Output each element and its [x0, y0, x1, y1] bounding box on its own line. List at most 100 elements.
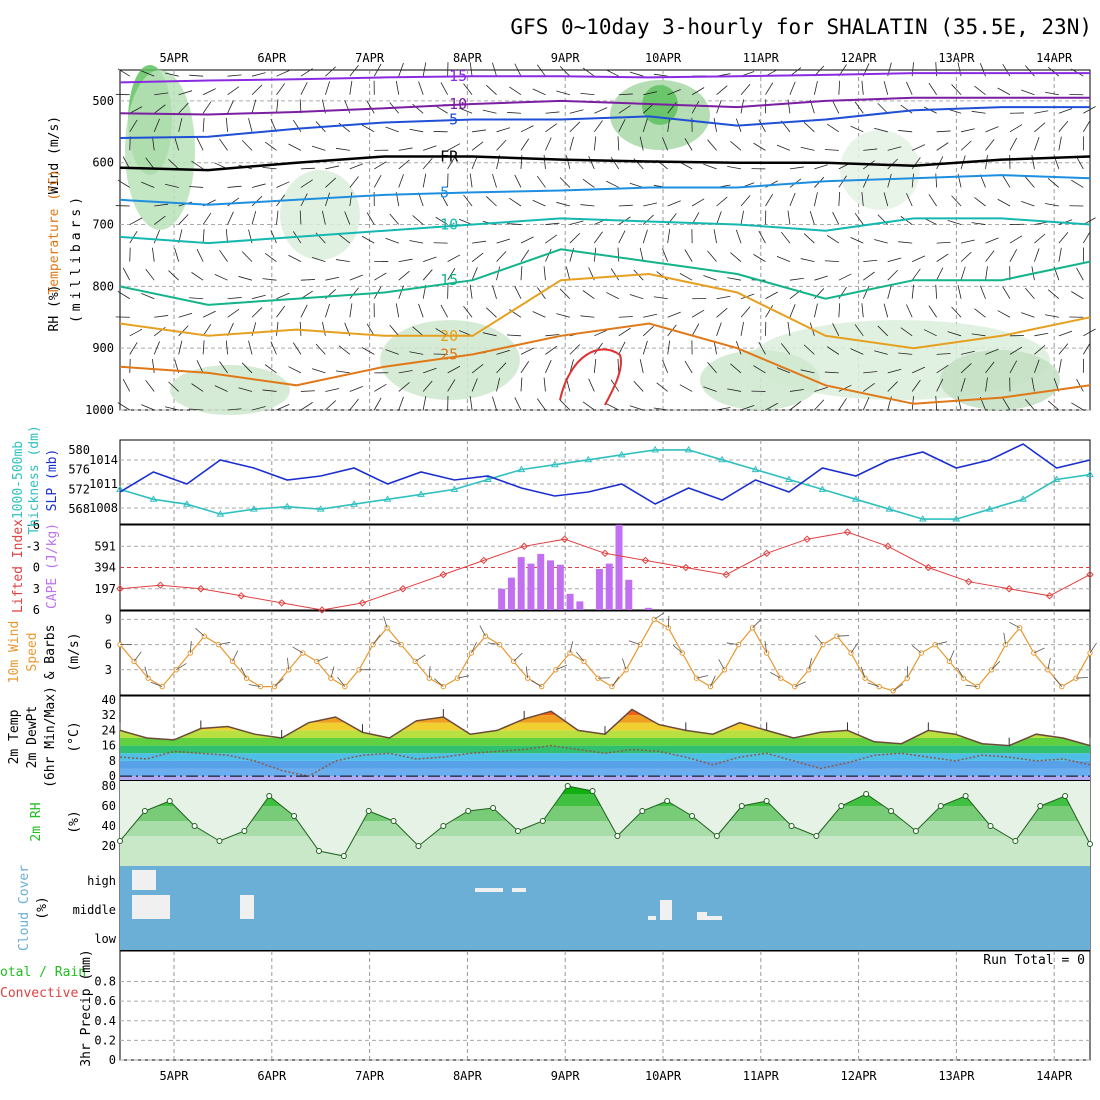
wind-barb [509, 197, 522, 207]
wind-barb [299, 321, 302, 336]
wind-barb [569, 109, 584, 114]
wind-barb [422, 158, 433, 170]
pressure-tick-label: 900 [92, 341, 114, 355]
cloud-gap [660, 900, 672, 920]
wind-barb [629, 405, 644, 411]
wind-barb [923, 329, 937, 337]
wind-barb [912, 144, 926, 151]
bottom-date-label: 7APR [355, 1069, 385, 1083]
wind-barb [361, 235, 375, 244]
label-precip: 3hr Precip (mm) [79, 949, 94, 1066]
wind-barb [971, 110, 986, 114]
wind-barb [883, 303, 889, 318]
run-total: Run Total = 0 [983, 953, 1085, 968]
top-date-label: 12APR [841, 51, 878, 65]
top-date-label: 7APR [355, 51, 385, 65]
wind10m-line [119, 618, 1091, 692]
wind-barb [300, 179, 313, 188]
wind-barb [325, 388, 340, 392]
wind-barb [338, 122, 351, 133]
wind-barb [928, 82, 937, 95]
temp-tick-label: 32 [102, 708, 116, 722]
wind-barb [610, 268, 620, 281]
wind-barb [960, 128, 975, 133]
wind-barb [900, 104, 913, 114]
wind-barb [1002, 64, 1011, 77]
wind-barb [594, 329, 608, 337]
isotherm-line [119, 96, 1090, 116]
wind-barb [1045, 203, 1059, 207]
rh-point [589, 788, 596, 794]
wind-barb [288, 366, 302, 374]
wind-barb [202, 323, 212, 337]
wind-barb [164, 406, 179, 411]
precip-tick-label: 0 [109, 1053, 116, 1067]
wind-barb [618, 230, 626, 244]
li-tick-label: 0 [33, 561, 40, 575]
wind-barb [152, 358, 155, 373]
wind-barb [492, 62, 497, 77]
wind-barb [874, 350, 888, 355]
isotherm-line [119, 217, 1091, 245]
wind-barb [543, 377, 546, 392]
wind-barb [122, 267, 131, 281]
wind-barb [643, 313, 657, 318]
wind-barb [639, 247, 644, 262]
wind-barb [227, 297, 242, 300]
wind-barb [985, 237, 999, 244]
wind-barb [951, 195, 962, 207]
wind-barb [960, 251, 972, 262]
rh-point [888, 808, 895, 814]
rh-shade-blob [700, 350, 820, 410]
label-temp-unit: (°C) [67, 721, 82, 752]
cape-bar [595, 569, 603, 610]
rh-shade-blob [280, 170, 360, 260]
wind-barb [189, 74, 204, 77]
wind-barb [900, 327, 913, 337]
wind-barb [809, 211, 815, 225]
wind-barb [935, 173, 938, 188]
wind-barb [189, 297, 204, 300]
wind-barb [730, 363, 742, 374]
wind-barb [482, 332, 497, 337]
label-rh: RH (%) [47, 285, 62, 332]
wind-barb [486, 307, 497, 318]
thickness-line [119, 449, 1091, 520]
wind-barb [325, 400, 337, 411]
wind-barb [1045, 314, 1059, 318]
panel-frame-2 [119, 439, 1091, 525]
thickness-line-point [216, 510, 225, 517]
wind-barb [145, 380, 155, 392]
wind-barb [824, 371, 839, 374]
top-date-label: 5APR [160, 51, 190, 65]
temp-tick-label: 16 [102, 739, 116, 753]
panel-frame-8 [119, 950, 1091, 1061]
wind-barb [227, 408, 242, 411]
wind-barb [482, 109, 497, 114]
temp-band [120, 760, 1090, 769]
wind-barb [196, 248, 204, 262]
wind-barb [545, 345, 558, 355]
wind-barb [832, 211, 840, 225]
wind-barb [398, 285, 404, 299]
wind-barb [653, 407, 668, 411]
wind-barb [582, 178, 595, 188]
temp-band [120, 738, 1090, 746]
wind-barb [276, 321, 279, 336]
wind-barb [545, 360, 552, 374]
wind10m-barb [1075, 676, 1088, 679]
bottom-date-label: 12APR [841, 1069, 878, 1083]
wind-barb [141, 404, 155, 411]
wind-barb [202, 88, 216, 96]
wind-barb [740, 83, 751, 95]
wind-barb [315, 343, 326, 355]
wind-barb [335, 259, 350, 263]
wind-barb [985, 361, 995, 374]
wind-barb [936, 378, 944, 392]
li-point [197, 585, 205, 593]
wind10m-barb [383, 616, 388, 628]
wind-barb [838, 303, 841, 318]
wind-barb [520, 266, 523, 281]
wind-barb [545, 334, 560, 337]
wind-barb [877, 325, 889, 337]
